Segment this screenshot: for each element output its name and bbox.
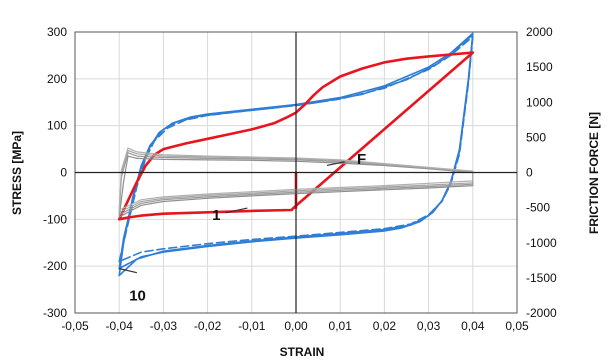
y2-tick-label: 1500	[526, 60, 553, 74]
series-line-8	[118, 147, 474, 211]
y2-axis-title: FRICTION FORCE [N]	[587, 112, 601, 234]
x-axis-title: STRAIN	[280, 345, 325, 359]
y-tick-label: -300	[43, 306, 67, 320]
y-tick-label: -200	[43, 259, 67, 273]
annotation-leader	[119, 267, 138, 274]
y2-tick-label: 500	[526, 130, 546, 144]
x-tick-label: 0,03	[417, 319, 441, 333]
y-tick-label: 200	[47, 72, 67, 86]
annotation-label: 10	[129, 288, 146, 305]
axes-layer	[74, 31, 518, 314]
y-tick-label: 0	[60, 166, 67, 180]
y2-tick-label: -2000	[526, 306, 557, 320]
y-tick-label: -100	[43, 212, 67, 226]
x-tick-label: -0,02	[194, 319, 222, 333]
y2-tick-label: -1000	[526, 236, 557, 250]
x-tick-label: -0,03	[150, 319, 178, 333]
y2-tick-label: -500	[526, 201, 550, 215]
annotation-leader	[326, 161, 345, 167]
y2-tick-label: -1500	[526, 271, 557, 285]
x-tick-label: 0,04	[461, 319, 485, 333]
annotation-label: F	[357, 151, 366, 168]
x-tick-label: -0,04	[106, 319, 134, 333]
x-tick-label: -0,01	[238, 319, 266, 333]
x-tick-label: -0,05	[61, 319, 89, 333]
series-line-4	[117, 51, 475, 221]
x-tick-label: 0,01	[329, 319, 353, 333]
x-tick-label: 0,05	[505, 319, 529, 333]
x-tick-label: 0,00	[284, 319, 308, 333]
x-tick-label: 0,02	[373, 319, 397, 333]
annotation-label: 1	[212, 207, 220, 224]
y2-tick-label: 2000	[526, 25, 553, 39]
y2-tick-label: 1000	[526, 95, 553, 109]
series-layer	[117, 32, 475, 277]
series-line-3	[118, 34, 474, 277]
y2-tick-label: 0	[526, 166, 533, 180]
y-tick-label: 100	[47, 119, 67, 133]
y-tick-label: 300	[47, 25, 67, 39]
y-axis-title: STRESS [MPa]	[10, 131, 24, 215]
annotation-leader	[225, 207, 248, 214]
ticks-layer: -0,05 -0,04 -0,03 -0,02 -0,01 0,00 0,01 0,02 0,0…	[43, 25, 557, 333]
annotation-layer: F 1 10	[119, 151, 366, 305]
